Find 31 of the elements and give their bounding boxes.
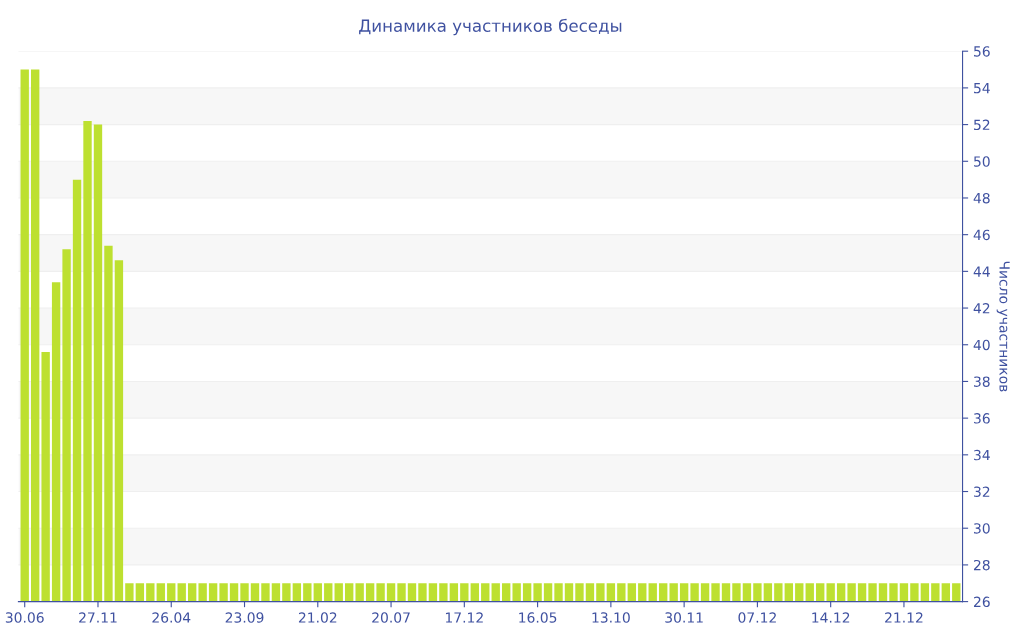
y-tick-label: 48 <box>973 192 990 204</box>
y-tick-label: 34 <box>974 449 990 461</box>
x-tick-label: 26.04 <box>152 612 191 623</box>
y-tick-label: 46 <box>973 229 990 241</box>
x-tick-label: 23.09 <box>225 612 264 623</box>
y-tick-label: 36 <box>974 413 990 424</box>
y-tick-label: 26 <box>973 596 990 608</box>
y-tick-label: 30 <box>974 523 990 534</box>
x-tick-label: 30.06 <box>5 612 44 623</box>
x-tick-label: 21.02 <box>298 612 337 623</box>
chart-title: Динамика участников беседы <box>359 18 622 36</box>
y-tick-label: 50 <box>974 156 990 167</box>
y-tick-label: 42 <box>973 303 990 314</box>
x-tick-label: 14.12 <box>812 612 850 623</box>
x-tick-label: 21.12 <box>885 612 923 623</box>
x-tick-label: 27.11 <box>79 612 117 623</box>
y-tick-label: 56 <box>974 46 990 57</box>
y-tick-label: 44 <box>973 266 990 277</box>
y-axis-title: Число участников <box>996 261 1010 392</box>
y-tick-label: 28 <box>973 559 990 571</box>
y-tick-label: 32 <box>974 486 990 497</box>
x-tick-label: 30.11 <box>665 612 703 623</box>
x-tick-label: 16.05 <box>519 612 557 623</box>
x-tick-label: 17.12 <box>445 612 483 623</box>
x-tick-label: 13.10 <box>592 612 630 623</box>
y-tick-label: 40 <box>973 339 990 351</box>
y-tick-label: 38 <box>974 376 990 387</box>
y-tick-label: 52 <box>974 119 990 131</box>
x-tick-label: 20.07 <box>372 612 410 623</box>
y-tick-label: 54 <box>974 83 990 94</box>
x-tick-label: 07.12 <box>738 612 776 623</box>
